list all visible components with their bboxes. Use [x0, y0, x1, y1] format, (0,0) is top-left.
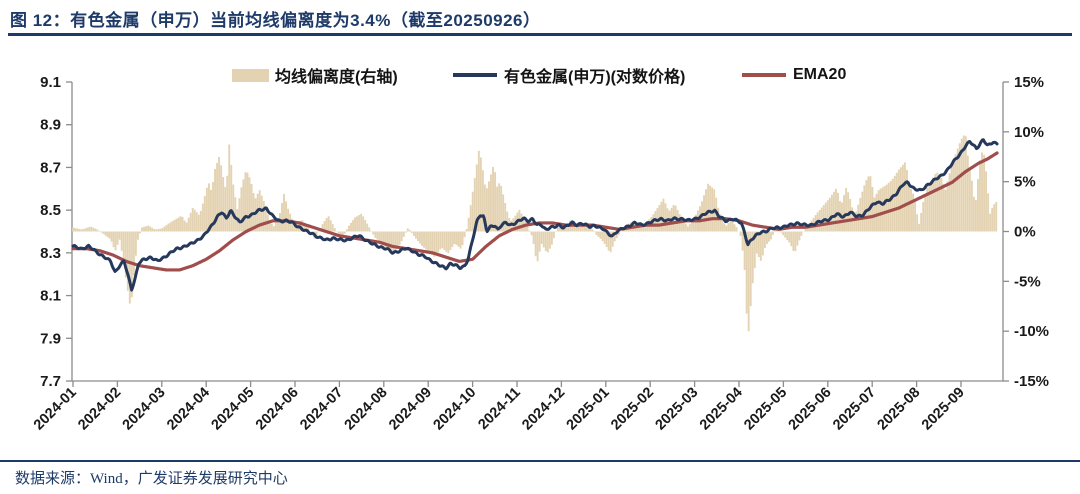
svg-text:-5%: -5% — [1014, 273, 1041, 290]
svg-text:2025-08: 2025-08 — [874, 385, 923, 434]
svg-text:5%: 5% — [1014, 174, 1036, 191]
figure-title: 图 12：有色金属（申万）当前均线偏离度为3.4%（截至20250926） — [10, 11, 541, 30]
svg-text:2025-09: 2025-09 — [919, 385, 968, 434]
svg-text:2025-07: 2025-07 — [830, 385, 879, 434]
svg-text:9.1: 9.1 — [40, 74, 61, 91]
svg-text:2024-02: 2024-02 — [75, 385, 124, 434]
data-source: 数据来源：Wind，广发证券发展研究中心 — [15, 471, 288, 487]
svg-text:2025-01: 2025-01 — [564, 385, 613, 434]
svg-text:2024-09: 2024-09 — [386, 385, 435, 434]
price-line — [71, 138, 999, 292]
svg-text:2025-03: 2025-03 — [652, 385, 701, 434]
svg-text:2024-05: 2024-05 — [208, 385, 257, 434]
svg-text:0%: 0% — [1014, 224, 1036, 241]
svg-text:2024-01: 2024-01 — [31, 385, 80, 434]
svg-text:-15%: -15% — [1014, 373, 1049, 390]
svg-text:8.9: 8.9 — [40, 117, 61, 134]
y-axis-left: 9.1 8.9 8.7 8.5 8.3 8.1 7.9 7.7 — [40, 74, 72, 390]
svg-text:10%: 10% — [1014, 124, 1044, 141]
svg-text:8.7: 8.7 — [40, 159, 61, 176]
y-axis-right: 15% 10% 5% 0% -5% -10% -15% — [1003, 74, 1049, 390]
svg-text:8.1: 8.1 — [40, 288, 61, 305]
svg-text:2024-03: 2024-03 — [120, 385, 169, 434]
svg-text:7.9: 7.9 — [40, 330, 61, 347]
svg-text:2025-05: 2025-05 — [741, 385, 790, 434]
svg-text:-10%: -10% — [1014, 323, 1049, 340]
x-axis: 2024-012024-022024-032024-042024-052024-… — [31, 381, 968, 433]
svg-text:15%: 15% — [1014, 74, 1044, 91]
svg-text:2025-04: 2025-04 — [697, 385, 746, 434]
svg-text:2024-07: 2024-07 — [297, 385, 346, 434]
svg-text:2024-10: 2024-10 — [430, 385, 479, 434]
svg-text:2025-06: 2025-06 — [786, 385, 835, 434]
svg-text:2024-08: 2024-08 — [342, 385, 391, 434]
title-divider — [8, 33, 1072, 36]
svg-text:2024-04: 2024-04 — [164, 385, 213, 434]
svg-text:8.5: 8.5 — [40, 202, 61, 219]
svg-text:2024-12: 2024-12 — [519, 385, 568, 434]
deviation-bars — [72, 135, 998, 332]
footer-divider — [0, 460, 1080, 462]
svg-text:2025-02: 2025-02 — [608, 385, 657, 434]
svg-text:2024-11: 2024-11 — [475, 385, 523, 433]
svg-text:8.3: 8.3 — [40, 245, 61, 262]
svg-text:7.7: 7.7 — [40, 373, 61, 390]
svg-text:2024-06: 2024-06 — [253, 385, 302, 434]
